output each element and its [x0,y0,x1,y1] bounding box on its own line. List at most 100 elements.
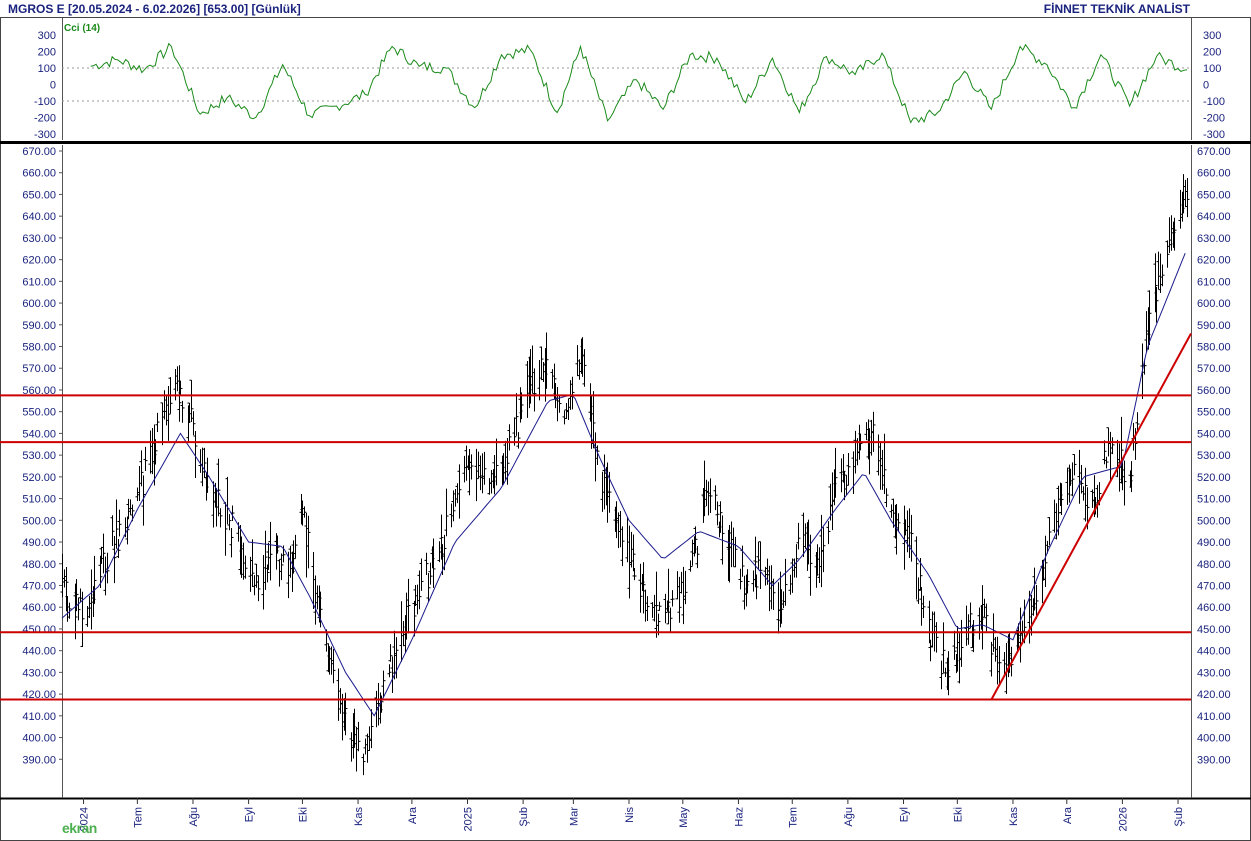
ohlc-bar [381,670,386,698]
ohlc-bar [254,563,259,588]
ohlc-bar [977,607,982,640]
ohlc-bar [889,504,894,518]
ohlc-bar [349,732,354,762]
ohlc-bar [871,411,876,452]
ohlc-bar [512,417,517,446]
ohlc-bar [767,565,772,612]
ohlc-bar [675,571,680,600]
ohlc-bar [758,541,763,589]
ohlc-bar [252,575,257,596]
ohlc-bar [160,402,165,446]
x-tick-label: Kas [353,807,365,826]
price-ytick-left: 390.00 [22,754,56,766]
ohlc-bar [153,439,158,465]
ohlc-bar [532,368,537,412]
price-ytick-right: 550.00 [1197,407,1231,419]
ohlc-bar [595,445,600,465]
ohlc-bar [1059,483,1064,516]
price-ytick-left: 520.00 [22,472,56,484]
x-tick-label: Ara [1062,806,1074,824]
ohlc-bar [638,563,643,613]
ohlc-bar [821,527,826,573]
ohlc-bar [681,566,686,625]
ohlc-bar [135,487,140,501]
ohlc-bar [896,513,901,533]
ohlc-bar [943,667,948,677]
ohlc-bar [139,450,144,487]
ohlc-bar [1135,412,1140,432]
ohlc-bar [482,451,487,485]
ohlc-bar [964,605,969,646]
ohlc-bar [406,578,411,634]
ohlc-bar [753,536,758,588]
ohlc-bar [480,453,485,494]
ohlc-bar [1178,189,1183,229]
ohlc-bar [921,595,926,618]
ohlc-bar [338,688,343,714]
ohlc-bar [754,574,759,600]
ohlc-bar [243,555,248,579]
ohlc-bar [361,753,366,776]
ohlc-bar [704,479,709,507]
ohlc-bar [914,536,919,600]
ohlc-bar [256,575,261,602]
ohlc-bar [525,360,530,418]
price-ytick-left: 530.00 [22,450,56,462]
ohlc-bar [288,545,293,578]
ohlc-bar [175,366,180,392]
price-ytick-left: 410.00 [22,711,56,723]
ohlc-bar [688,560,693,572]
price-ytick-left: 490.00 [22,537,56,549]
ohlc-bar [654,571,659,638]
support-resistance-levels [0,333,1192,701]
price-ytick-right: 510.00 [1197,494,1231,506]
ohlc-bar [882,433,887,494]
price-ytick-left: 660.00 [22,168,56,180]
ohlc-bar [602,454,607,510]
x-tick-label: 2025 [463,807,475,831]
ohlc-bar [507,424,512,451]
ohlc-bar [577,359,582,380]
price-ytick-left: 480.00 [22,559,56,571]
cci-ytick-right: 200 [1203,47,1221,59]
ohlc-bar [329,646,334,675]
ohlc-bar [582,349,587,387]
ohlc-bar [191,411,196,436]
ohlc-bar [141,475,146,526]
ohlc-bar [537,359,542,401]
ohlc-bar [946,651,951,696]
ohlc-bar [331,648,336,684]
x-tick-label: 2024 [79,807,91,831]
ohlc-bar [593,432,598,482]
ohlc-bar [643,589,648,622]
price-ytick-left: 540.00 [22,428,56,440]
price-ytick-right: 450.00 [1197,624,1231,636]
ohlc-bar [476,451,481,480]
price-ytick-right: 660.00 [1197,168,1231,180]
ohlc-bar [616,512,621,549]
ohlc-bar [291,540,296,574]
ohlc-bar [620,526,625,567]
ohlc-bar [340,693,345,741]
price-ytick-right: 490.00 [1197,537,1231,549]
price-ytick-right: 390.00 [1197,754,1231,766]
price-ytick-right: 430.00 [1197,667,1231,679]
ohlc-bar [788,574,793,595]
ohlc-bar [796,522,801,550]
ohlc-bar [668,607,673,633]
ohlc-bar [503,440,508,480]
x-tick-label: Tem [787,807,799,828]
ohlc-bar [677,576,682,623]
ohlc-bar [993,637,998,662]
trendline [990,333,1192,701]
cci-ytick-left: -300 [34,129,56,141]
ohlc-bar [530,345,535,394]
price-ytick-left: 550.00 [22,407,56,419]
ohlc-bar [279,553,284,581]
ohlc-bar [304,512,309,578]
ohlc-bar [241,542,246,580]
x-tick-label: Kas [1008,807,1020,826]
ohlc-bar [738,568,743,590]
price-ytick-right: 440.00 [1197,646,1231,658]
ohlc-bar [1070,462,1075,497]
